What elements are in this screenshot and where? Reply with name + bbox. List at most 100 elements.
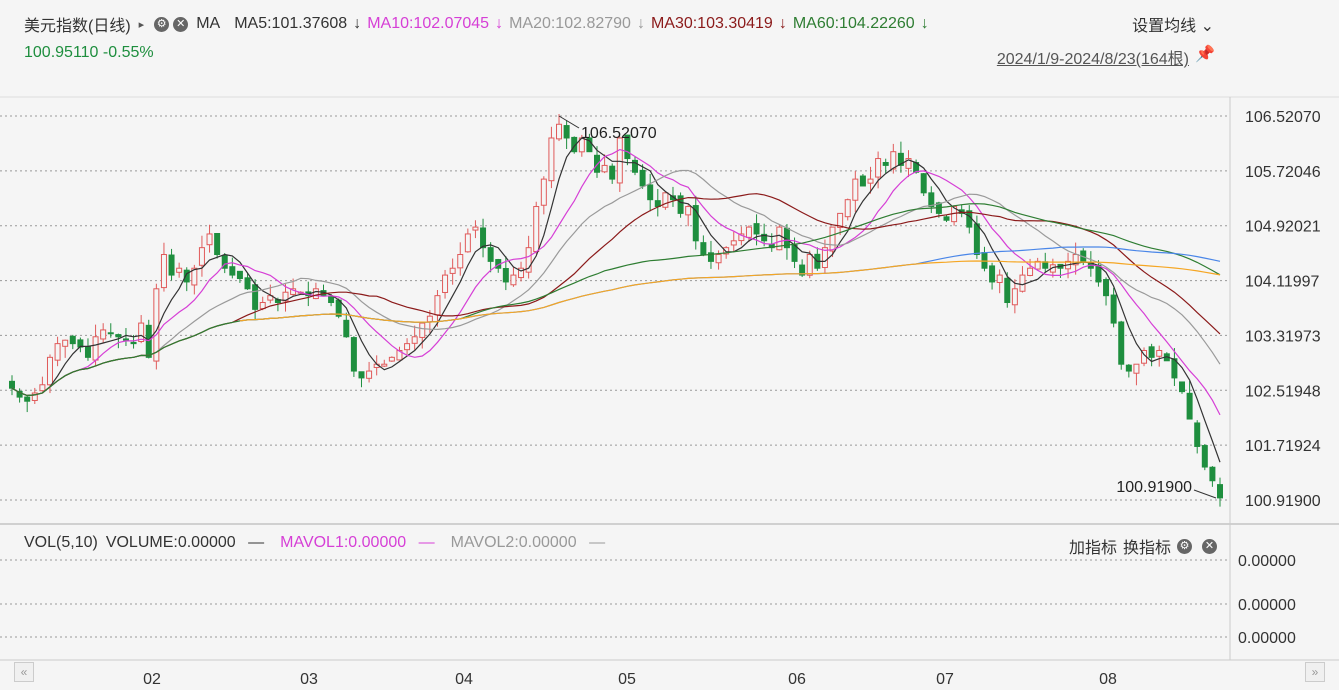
- candle-body: [852, 178, 859, 201]
- ma-line: [11, 203, 1221, 397]
- gear-icon[interactable]: ⚙: [1177, 538, 1192, 554]
- pin-icon[interactable]: 📌: [1195, 46, 1215, 63]
- y-tick-label: 102.51948: [1245, 383, 1321, 400]
- candle-body: [730, 240, 737, 246]
- candle-body: [799, 264, 806, 276]
- candle-body: [358, 371, 365, 379]
- candle-body: [502, 268, 509, 283]
- candle-body: [1194, 422, 1201, 447]
- candle-body: [442, 274, 449, 293]
- candle-body: [821, 247, 828, 269]
- volume-value: VOLUME:0.00000 —: [105, 534, 265, 551]
- y-tick-label: 105.72046: [1245, 164, 1321, 181]
- candle-body: [244, 277, 251, 290]
- candle-body: [62, 339, 69, 347]
- candle-body: [829, 226, 836, 252]
- scroll-right-button[interactable]: »: [1305, 662, 1325, 682]
- candle-body: [198, 247, 205, 266]
- down-arrow-icon: ↓: [495, 15, 504, 32]
- candle-body: [1156, 349, 1163, 357]
- y-tick-label: 104.92021: [1245, 219, 1321, 236]
- candle-body: [39, 384, 46, 392]
- candle-body: [176, 267, 183, 273]
- candle-body: [920, 173, 927, 194]
- candle-body: [897, 152, 904, 166]
- candle-body: [145, 324, 152, 358]
- scroll-left-button[interactable]: «: [14, 662, 34, 682]
- candle-body: [107, 332, 114, 335]
- ma-legend-item: MA30:103.30419: [650, 15, 773, 32]
- candle-body: [31, 392, 38, 401]
- candle-body: [9, 380, 15, 389]
- candle-body: [540, 178, 547, 206]
- down-arrow-icon: ↓: [353, 15, 362, 32]
- candle-body: [1179, 381, 1186, 393]
- candle-body: [738, 233, 745, 242]
- candle-body: [1209, 466, 1216, 482]
- chevron-down-icon: ⌄: [1200, 18, 1214, 35]
- candle-body: [312, 288, 319, 300]
- switch-indicator-button[interactable]: 换指标: [1122, 540, 1171, 557]
- candle-body: [837, 212, 844, 228]
- candle-body: [761, 233, 768, 242]
- candle-body: [1118, 321, 1125, 365]
- x-month-label: 04: [455, 671, 473, 688]
- close-icon[interactable]: ✕: [1202, 538, 1217, 554]
- candle-body: [510, 274, 517, 286]
- candle-body: [1011, 288, 1018, 306]
- chart-title[interactable]: 美元指数(日线): [24, 18, 131, 35]
- high-pointer: [558, 115, 580, 129]
- candle-body: [366, 370, 373, 379]
- mavol1-value: MAVOL1:0.00000 —: [280, 534, 435, 551]
- volume-tick-label: 0.00000: [1238, 630, 1296, 647]
- x-month-label: 03: [300, 671, 318, 688]
- candle-body: [457, 254, 464, 269]
- close-icon[interactable]: ✕: [173, 16, 189, 32]
- candle-body: [480, 227, 487, 249]
- candle-body: [1034, 260, 1041, 270]
- candle-body: [844, 199, 851, 218]
- mavol2-value: MAVOL2:0.00000 —: [450, 534, 606, 551]
- ma-legend-item: MA5:101.37608: [234, 15, 348, 32]
- candle-body: [890, 151, 897, 170]
- add-indicator-button[interactable]: 加指标: [1068, 540, 1117, 557]
- down-arrow-icon: ↓: [778, 15, 787, 32]
- date-range[interactable]: 2024/1/9-2024/8/23(164根): [996, 51, 1189, 68]
- candle-body: [776, 226, 783, 251]
- ma-line: [11, 169, 1221, 397]
- current-price: 100.95110: [24, 44, 99, 61]
- candle-body: [1148, 346, 1155, 358]
- candle-body: [221, 255, 228, 269]
- x-month-label: 07: [936, 671, 954, 688]
- candle-body: [806, 254, 813, 276]
- candle-body: [943, 216, 950, 221]
- candle-body: [973, 223, 980, 256]
- low-label: 100.91900: [1116, 479, 1192, 496]
- candle-body: [692, 205, 699, 242]
- candle-body: [707, 252, 714, 262]
- candle-body: [168, 254, 175, 276]
- candle-body: [639, 169, 646, 187]
- candle-body: [601, 164, 608, 173]
- candle-body: [16, 390, 23, 398]
- ma-legend: MA5:101.37608 ↓ MA10:102.07045 ↓ MA20:102.82…: [234, 15, 934, 33]
- setting-label: 设置均线: [1132, 18, 1197, 35]
- candle-body: [647, 184, 654, 201]
- candle-body: [419, 322, 426, 338]
- candle-body: [122, 338, 129, 341]
- setting-ma-button[interactable]: 设置均线 ⌄: [1132, 12, 1214, 36]
- candle-body: [1103, 279, 1110, 297]
- candle-body: [669, 195, 676, 201]
- candle-body: [46, 356, 53, 386]
- gear-icon[interactable]: ⚙: [154, 16, 170, 32]
- volume-tick-label: 0.00000: [1238, 553, 1296, 570]
- candle-body: [616, 137, 623, 184]
- candle-body: [989, 265, 996, 283]
- x-month-label: 05: [618, 671, 636, 688]
- candle-body: [206, 233, 213, 246]
- ma-line: [11, 193, 1221, 397]
- candle-body: [328, 296, 335, 304]
- candle-body: [624, 134, 631, 160]
- expand-arrow-icon[interactable]: ▸: [138, 18, 145, 31]
